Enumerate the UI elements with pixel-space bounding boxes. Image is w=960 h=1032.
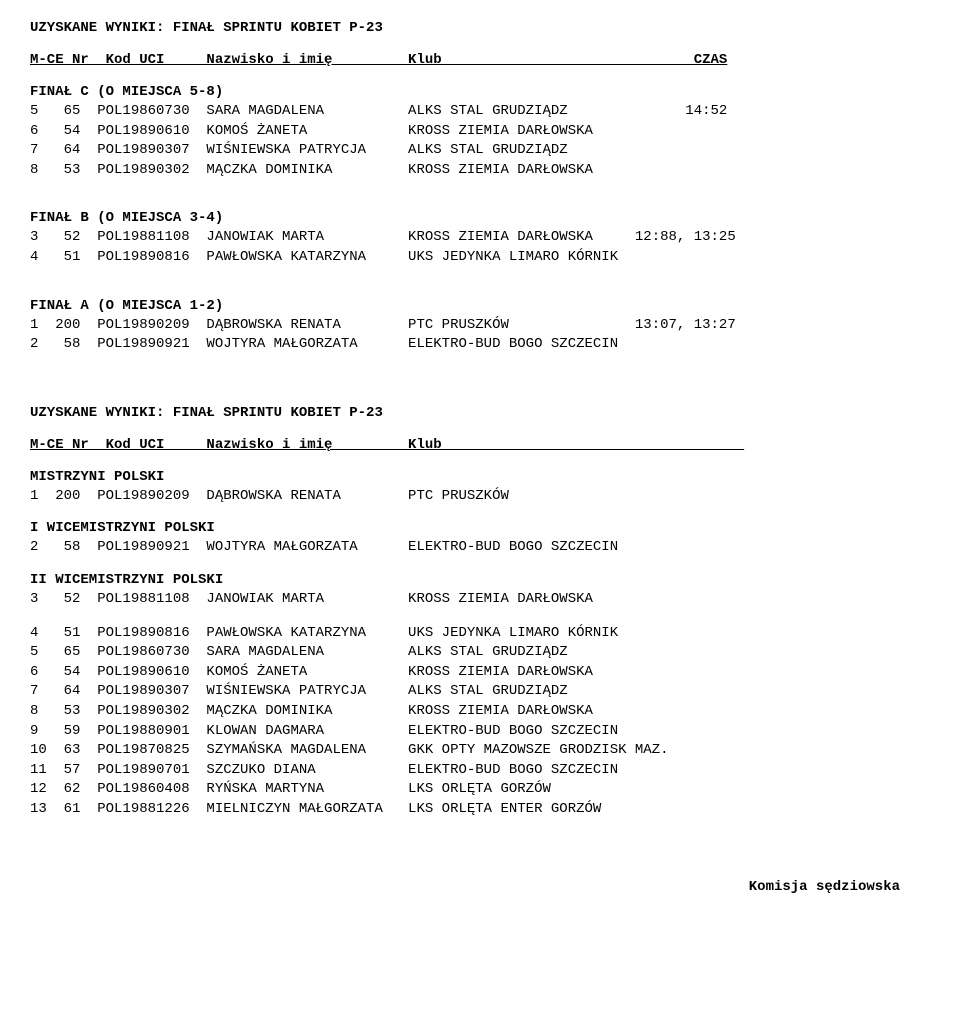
wicemistrzyni1-title: I WICEMISTRZYNI POLSKI (30, 520, 930, 536)
final-c-group: FINAŁ C (O MIEJSCA 5-8) 5 65 POL19860730… (30, 84, 930, 180)
mistrzyni-title: MISTRZYNI POLSKI (30, 469, 930, 485)
mistrzyni-group: MISTRZYNI POLSKI 1 200 POL19890209 DĄBRO… (30, 469, 930, 507)
wicemistrzyni1-group: I WICEMISTRZYNI POLSKI 2 58 POL19890921 … (30, 520, 930, 558)
table-header: M-CE Nr Kod UCI Nazwisko i imię Klub CZA… (30, 52, 930, 68)
table-row: 13 61 POL19881226 MIELNICZYN MAŁGORZATA … (30, 800, 930, 820)
table-row: 9 59 POL19880901 KLOWAN DAGMARA ELEKTRO-… (30, 722, 930, 742)
wicemistrzyni2-group: II WICEMISTRZYNI POLSKI 3 52 POL19881108… (30, 572, 930, 610)
table-row: 5 65 POL19860730 SARA MAGDALENA ALKS STA… (30, 643, 930, 663)
table-row: 3 52 POL19881108 JANOWIAK MARTA KROSS ZI… (30, 590, 930, 610)
table-row: 1 200 POL19890209 DĄBROWSKA RENATA PTC P… (30, 487, 930, 507)
results-title: UZYSKANE WYNIKI: FINAŁ SPRINTU KOBIET P-… (30, 405, 930, 421)
table-row: 6 54 POL19890610 KOMOŚ ŻANETA KROSS ZIEM… (30, 663, 930, 683)
final-b-group: FINAŁ B (O MIEJSCA 3-4) 3 52 POL19881108… (30, 210, 930, 267)
table-row: 12 62 POL19860408 RYŃSKA MARTYNA LKS ORL… (30, 780, 930, 800)
table-row: 2 58 POL19890921 WOJTYRA MAŁGORZATA ELEK… (30, 335, 930, 355)
wicemistrzyni2-title: II WICEMISTRZYNI POLSKI (30, 572, 930, 588)
table-row: 8 53 POL19890302 MĄCZKA DOMINIKA KROSS Z… (30, 702, 930, 722)
footer: Komisja sędziowska (30, 879, 930, 895)
table-row: 2 58 POL19890921 WOJTYRA MAŁGORZATA ELEK… (30, 538, 930, 558)
table-row: 6 54 POL19890610 KOMOŚ ŻANETA KROSS ZIEM… (30, 122, 930, 142)
rest-group: 4 51 POL19890816 PAWŁOWSKA KATARZYNA UKS… (30, 624, 930, 820)
table-row: 11 57 POL19890701 SZCZUKO DIANA ELEKTRO-… (30, 761, 930, 781)
final-c-title: FINAŁ C (O MIEJSCA 5-8) (30, 84, 930, 100)
final-a-group: FINAŁ A (O MIEJSCA 1-2) 1 200 POL1989020… (30, 298, 930, 355)
table-row: 3 52 POL19881108 JANOWIAK MARTA KROSS ZI… (30, 228, 930, 248)
table-row: 7 64 POL19890307 WIŚNIEWSKA PATRYCJA ALK… (30, 682, 930, 702)
table-header-2: M-CE Nr Kod UCI Nazwisko i imię Klub (30, 437, 930, 453)
table-row: 5 65 POL19860730 SARA MAGDALENA ALKS STA… (30, 102, 930, 122)
table-row: 4 51 POL19890816 PAWŁOWSKA KATARZYNA UKS… (30, 248, 930, 268)
final-b-title: FINAŁ B (O MIEJSCA 3-4) (30, 210, 930, 226)
table-row: 8 53 POL19890302 MĄCZKA DOMINIKA KROSS Z… (30, 161, 930, 181)
page-title: UZYSKANE WYNIKI: FINAŁ SPRINTU KOBIET P-… (30, 20, 930, 36)
table-row: 7 64 POL19890307 WIŚNIEWSKA PATRYCJA ALK… (30, 141, 930, 161)
table-row: 10 63 POL19870825 SZYMAŃSKA MAGDALENA GK… (30, 741, 930, 761)
table-row: 1 200 POL19890209 DĄBROWSKA RENATA PTC P… (30, 316, 930, 336)
final-a-title: FINAŁ A (O MIEJSCA 1-2) (30, 298, 930, 314)
table-row: 4 51 POL19890816 PAWŁOWSKA KATARZYNA UKS… (30, 624, 930, 644)
